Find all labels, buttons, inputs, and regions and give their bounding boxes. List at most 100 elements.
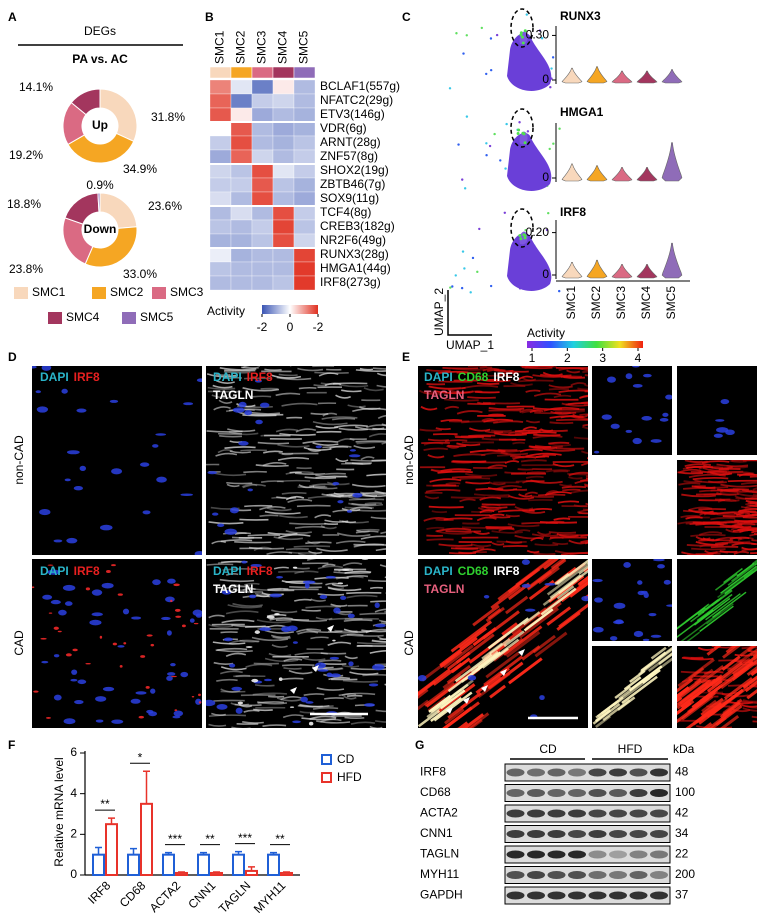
texture-fiber — [315, 425, 339, 429]
value-label: 18.8% — [7, 197, 41, 211]
stain-name: IRF8 — [493, 370, 519, 384]
texture-streak — [540, 587, 577, 616]
cell-signal — [368, 683, 379, 687]
significance-label: ** — [275, 832, 285, 846]
cell-signal — [254, 379, 262, 383]
texture-fiber — [719, 550, 738, 553]
cell-signal — [71, 669, 78, 675]
texture-streak — [640, 651, 667, 672]
bar — [232, 853, 245, 877]
cell-signal — [361, 559, 369, 560]
texture-fiber — [548, 531, 577, 534]
cell-signal — [50, 599, 61, 605]
umap-cell — [461, 178, 464, 181]
texture-fiber — [355, 440, 386, 443]
texture-fiber — [561, 402, 588, 407]
heat-cell — [293, 79, 316, 95]
significance-label: * — [138, 750, 143, 764]
arrowhead — [446, 707, 453, 714]
texture-streak — [518, 607, 559, 639]
cell-signal — [53, 626, 59, 630]
micrograph — [677, 366, 757, 455]
legend-swatch — [122, 312, 136, 324]
stain-label: TAGLN — [424, 388, 464, 402]
texture-fiber — [255, 464, 289, 467]
stain-name: DAPI — [424, 564, 453, 578]
row-label: NFATC2(29g) — [320, 93, 393, 107]
texture-fiber — [548, 384, 573, 389]
texture-streak — [549, 574, 582, 599]
texture-fiber — [273, 566, 289, 570]
texture-fiber — [548, 441, 570, 445]
umap-cell — [463, 187, 467, 190]
texture-fiber — [752, 487, 757, 491]
texture-fiber — [533, 392, 562, 397]
heat-cell — [251, 93, 274, 109]
texture-fiber — [207, 386, 236, 390]
stain-label: DAPI IRF8 — [213, 564, 273, 578]
texture-fiber — [521, 410, 542, 414]
texture-fiber — [349, 506, 373, 511]
texture-fiber — [704, 550, 718, 555]
cell-signal — [521, 559, 530, 565]
x-tick-label: TAGLN — [216, 878, 254, 916]
error-bar — [213, 871, 220, 873]
texture-streak — [592, 702, 621, 725]
heat-cell — [293, 107, 316, 123]
texture-fiber — [534, 543, 559, 547]
band — [547, 891, 566, 900]
texture-fiber — [232, 602, 263, 607]
cell-signal — [138, 715, 144, 719]
texture-fiber — [346, 575, 369, 578]
texture-fiber — [534, 444, 563, 448]
micrograph-layer — [593, 366, 672, 454]
cell-signal — [66, 537, 78, 544]
texture-fiber — [295, 428, 317, 433]
heat-cell — [230, 93, 253, 109]
texture-fiber — [227, 376, 243, 380]
texture-fiber — [479, 496, 502, 501]
texture-fiber — [228, 639, 259, 645]
texture-fiber — [211, 712, 226, 717]
cell-signal — [85, 587, 91, 591]
texture-fiber — [435, 427, 451, 431]
texture-fiber — [553, 517, 571, 521]
cell-signal — [653, 559, 665, 562]
micrograph-layer — [713, 398, 735, 438]
texture-fiber — [229, 450, 252, 454]
texture-streak — [677, 678, 694, 693]
texture-fiber — [215, 379, 235, 384]
colorbar-tick-label: 1 — [529, 351, 536, 365]
umap-active-cell — [518, 234, 522, 238]
cell-signal — [53, 539, 63, 543]
cell-signal — [592, 578, 603, 583]
band — [568, 891, 586, 900]
umap-cell — [461, 250, 465, 253]
texture-fiber — [426, 368, 451, 372]
error-bar — [95, 846, 102, 855]
heat-cell — [209, 135, 232, 151]
row-label: NR2F6(49g) — [320, 233, 386, 247]
texture-fiber — [429, 478, 462, 483]
texture-fiber — [376, 372, 386, 377]
texture-fiber — [749, 533, 757, 537]
heat-cell — [230, 191, 253, 207]
y-tick-label: 0 — [542, 267, 549, 281]
cell-signal — [85, 663, 91, 665]
texture-fiber — [297, 630, 319, 635]
texture-fiber — [419, 428, 443, 432]
bar — [267, 853, 280, 877]
cell-signal — [524, 608, 536, 612]
texture-streak — [430, 696, 463, 722]
texture-fiber — [315, 475, 348, 479]
umap-cell — [525, 13, 528, 16]
umap-active-cell — [521, 131, 525, 135]
texture-fiber — [297, 486, 328, 489]
y-tick-label: 0 — [542, 72, 549, 86]
texture-fiber — [583, 404, 588, 407]
texture-fiber — [278, 533, 311, 539]
heat-cell — [251, 163, 274, 179]
texture-fiber — [468, 427, 491, 432]
texture-fiber — [359, 367, 374, 371]
texture-fiber — [459, 498, 476, 503]
